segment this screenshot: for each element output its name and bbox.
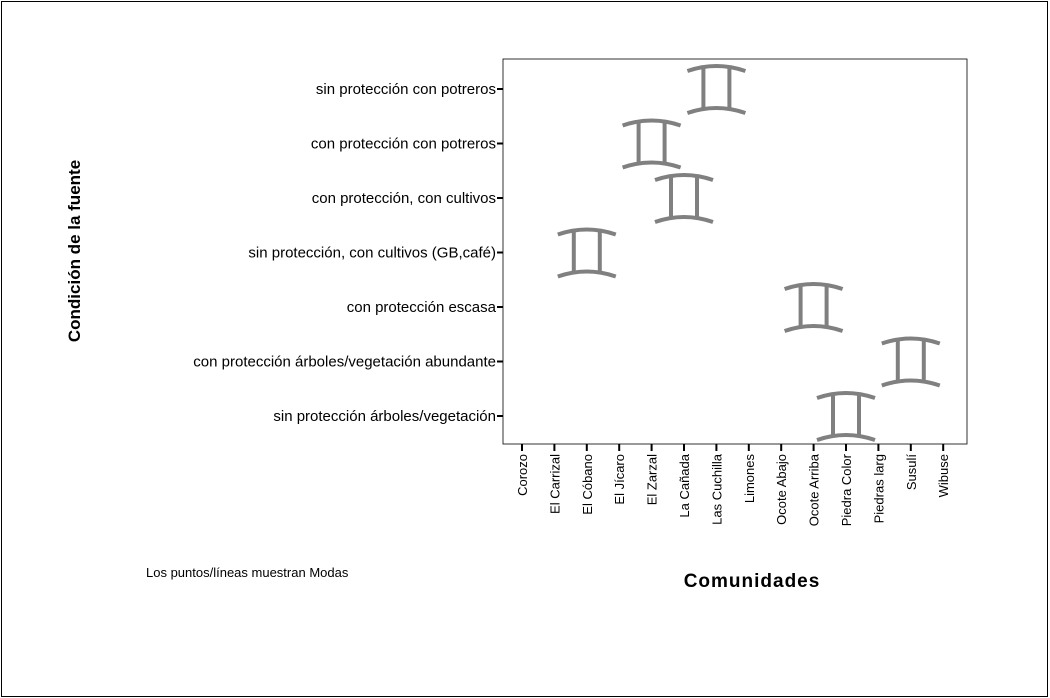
data-marks — [557, 64, 941, 442]
x-tick-label: Las Cuchilla — [709, 453, 724, 525]
y-tick-label: con protección árboles/vegetación abunda… — [193, 354, 496, 371]
plot-area — [502, 58, 968, 445]
x-tick-label: Limones — [742, 454, 757, 504]
x-tick-label: El Zarzal — [645, 454, 660, 505]
mode-marker — [816, 391, 876, 442]
mode-marker — [621, 118, 682, 170]
x-tick-label: Corozo — [515, 454, 530, 496]
mode-marker — [557, 227, 617, 279]
x-tick-label: Piedras larg — [871, 454, 886, 523]
mode-marker — [881, 336, 941, 388]
x-tick-label: La Cañada — [677, 453, 692, 517]
x-tick-label: Wibuse — [936, 454, 951, 497]
y-tick-label: sin protección, con cultivos (GB,café) — [248, 245, 496, 262]
y-axis-title: Condición de la fuente — [65, 160, 84, 342]
x-tick-label: El Jícaro — [612, 454, 627, 505]
x-tick-label: Ocote Arriba — [807, 453, 822, 526]
x-tick-label: El Cóbano — [580, 454, 595, 515]
x-axis: Corozo El Carrizal El Cóbano El Jícaro El Za… — [515, 444, 951, 526]
x-tick-label: Ocote Abajo — [774, 454, 789, 525]
mode-marker — [654, 173, 714, 224]
y-tick-label: con protección, con cultivos — [312, 190, 496, 207]
y-tick-label: con protección con potreros — [311, 136, 496, 153]
x-tick-label: El Carrizal — [547, 454, 562, 514]
chart-note: Los puntos/líneas muestran Modas — [146, 565, 349, 580]
x-axis-title: Comunidades — [684, 571, 821, 592]
y-axis: sin protección árboles/vegetación con pro… — [193, 81, 503, 425]
x-tick-label: Piedra Color — [839, 453, 854, 526]
x-tick-label: Susulí — [904, 454, 919, 491]
mode-marker — [783, 282, 844, 333]
y-tick-label: sin protección con potreros — [316, 81, 496, 98]
mode-marker — [686, 64, 747, 115]
y-tick-label: con protección escasa — [347, 299, 497, 316]
y-tick-label: sin protección árboles/vegetación — [273, 408, 496, 425]
